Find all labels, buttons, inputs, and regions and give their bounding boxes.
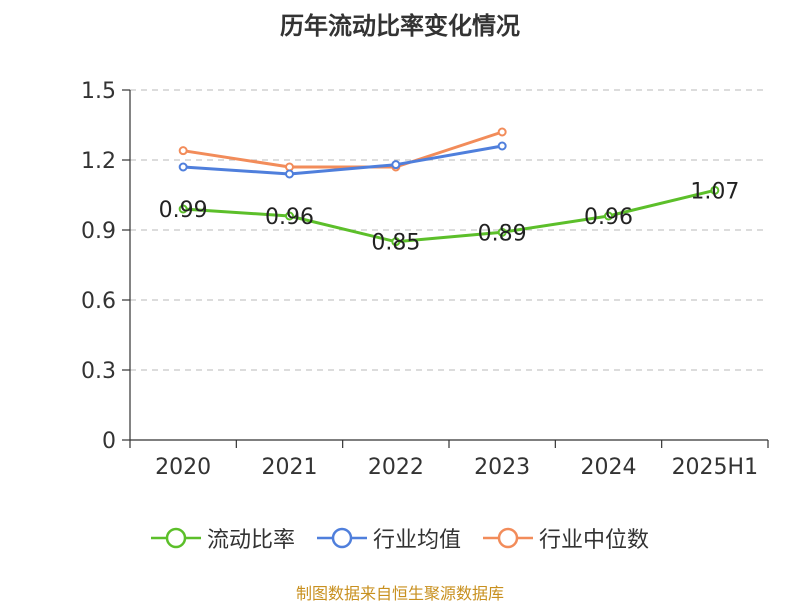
series-line — [183, 188, 716, 244]
series-line — [182, 130, 503, 169]
data-point — [285, 162, 294, 172]
y-tick-label: 1.2 — [81, 149, 116, 174]
data-label: 0.85 — [371, 231, 420, 256]
y-tick-label: 0.9 — [81, 219, 116, 244]
data-point — [710, 185, 720, 195]
legend-label-current-ratio: 流动比率 — [206, 528, 295, 553]
y-tick-label: 0.3 — [81, 359, 116, 384]
data-point — [391, 237, 401, 247]
data-point — [497, 127, 507, 137]
y-tick-label: 0 — [102, 429, 116, 454]
data-label: 1.07 — [690, 179, 739, 204]
x-tick-label: 2023 — [474, 455, 530, 480]
data-point — [497, 227, 507, 237]
data-point — [285, 169, 294, 179]
data-label: 0.89 — [478, 221, 527, 246]
x-tick-label: 2022 — [368, 455, 424, 480]
legend-item-industry-mean[interactable]: 行业均值 — [316, 522, 461, 554]
data-point — [391, 160, 401, 170]
data-point — [178, 162, 188, 172]
x-tick-label: 2024 — [581, 455, 637, 480]
legend-marker-current-ratio — [150, 527, 201, 549]
data-label: 0.99 — [159, 198, 208, 223]
legend-item-current-ratio[interactable]: 流动比率 — [150, 522, 295, 554]
legend-marker-industry-median — [483, 527, 533, 549]
legend-marker-industry-mean — [316, 527, 367, 549]
legend: 流动比率 行业均值 行业中位数 — [0, 522, 800, 554]
legend-label-industry-mean: 行业均值 — [372, 528, 461, 553]
legend-label-industry-median: 行业中位数 — [539, 528, 650, 553]
data-point — [497, 141, 507, 151]
y-tick-label: 1.5 — [81, 79, 116, 104]
x-tick-label: 2025H1 — [672, 455, 759, 480]
data-point — [178, 204, 188, 214]
data-source-note: 制图数据来自恒生聚源数据库 — [295, 584, 504, 603]
x-tick-label: 2021 — [262, 455, 318, 480]
data-point — [604, 211, 613, 221]
data-label: 0.96 — [584, 205, 633, 230]
data-label: 0.96 — [265, 205, 314, 230]
data-point — [285, 211, 294, 221]
x-tick-label: 2020 — [155, 455, 211, 480]
chart-title: 历年流动比率变化情况 — [280, 12, 520, 40]
series-line — [183, 144, 503, 176]
legend-item-industry-median[interactable]: 行业中位数 — [483, 522, 649, 554]
data-point — [178, 146, 188, 156]
y-tick-label: 0.6 — [81, 289, 116, 314]
